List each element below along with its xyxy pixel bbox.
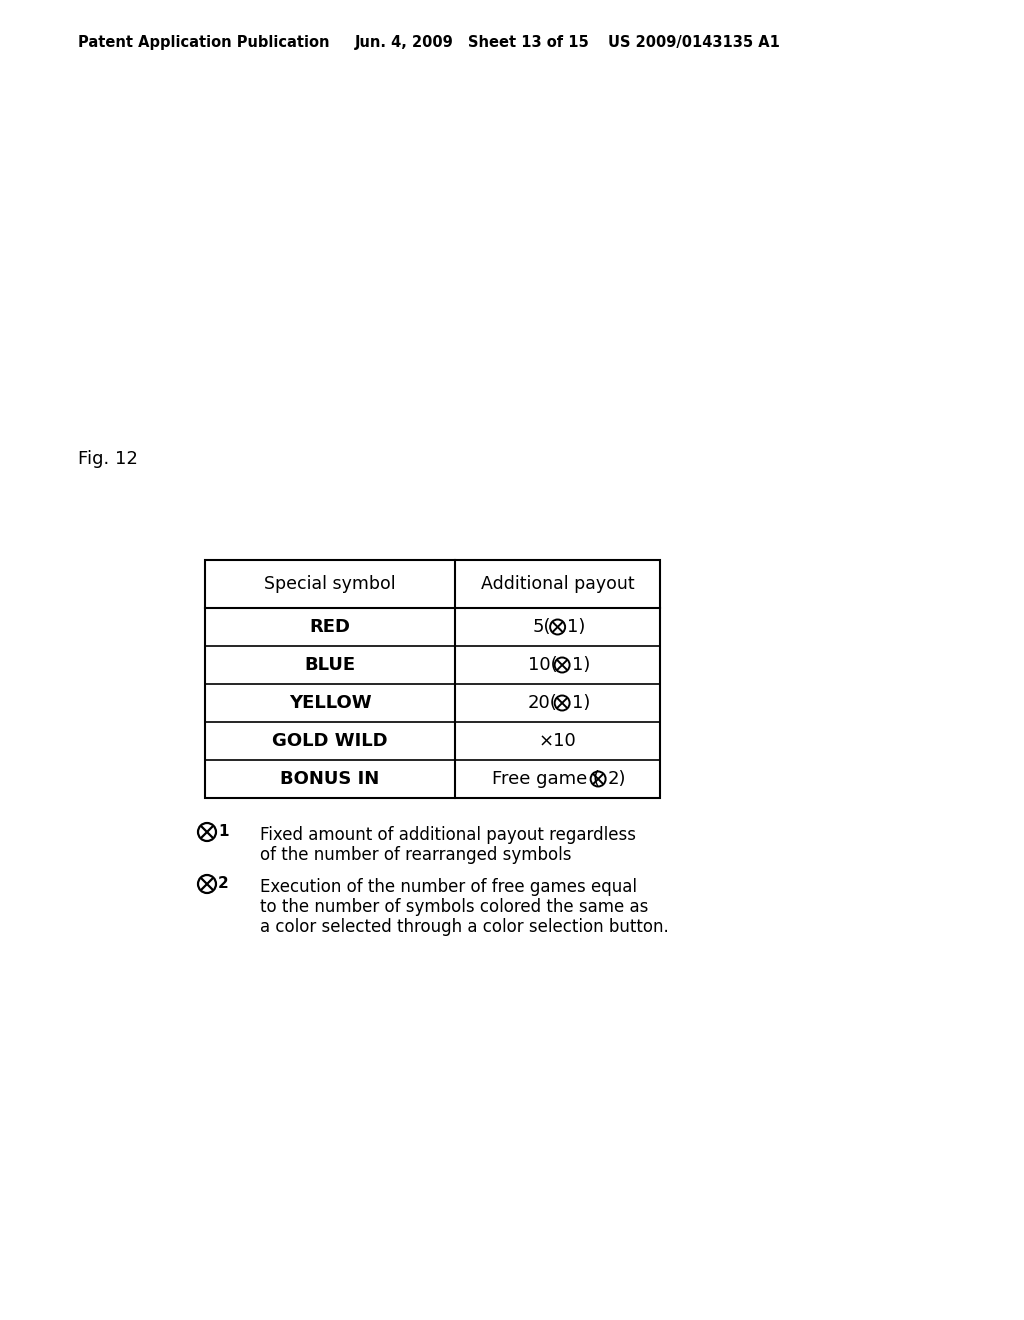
- Text: BLUE: BLUE: [304, 656, 355, 675]
- Text: 2): 2): [607, 770, 626, 788]
- Text: Special symbol: Special symbol: [264, 576, 396, 593]
- Text: Fixed amount of additional payout regardless: Fixed amount of additional payout regard…: [260, 826, 636, 843]
- Text: Free game (: Free game (: [492, 770, 600, 788]
- Text: 2: 2: [218, 876, 228, 891]
- Text: RED: RED: [309, 618, 350, 636]
- Text: 1: 1: [218, 825, 228, 840]
- Text: to the number of symbols colored the same as: to the number of symbols colored the sam…: [260, 898, 648, 916]
- Text: US 2009/0143135 A1: US 2009/0143135 A1: [608, 36, 780, 50]
- Text: 1): 1): [571, 656, 590, 675]
- Text: Execution of the number of free games equal: Execution of the number of free games eq…: [260, 878, 637, 896]
- Text: a color selected through a color selection button.: a color selected through a color selecti…: [260, 917, 669, 936]
- Text: ×10: ×10: [539, 733, 577, 750]
- Text: of the number of rearranged symbols: of the number of rearranged symbols: [260, 846, 571, 865]
- Text: Fig. 12: Fig. 12: [78, 450, 138, 469]
- Text: YELLOW: YELLOW: [289, 694, 372, 711]
- Text: 5(: 5(: [532, 618, 551, 636]
- Text: Additional payout: Additional payout: [480, 576, 634, 593]
- Text: 1): 1): [571, 694, 590, 711]
- Text: Jun. 4, 2009: Jun. 4, 2009: [355, 36, 454, 50]
- Text: 10(: 10(: [527, 656, 557, 675]
- Bar: [205, 560, 660, 799]
- Text: GOLD WILD: GOLD WILD: [272, 733, 388, 750]
- Text: 1): 1): [567, 618, 586, 636]
- Text: BONUS IN: BONUS IN: [281, 770, 380, 788]
- Text: 20(: 20(: [527, 694, 557, 711]
- Text: Patent Application Publication: Patent Application Publication: [78, 36, 330, 50]
- Text: Sheet 13 of 15: Sheet 13 of 15: [468, 36, 589, 50]
